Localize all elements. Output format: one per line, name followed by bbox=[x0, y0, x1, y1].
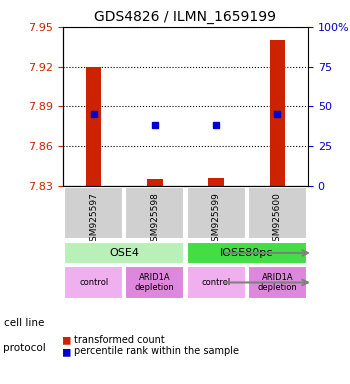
FancyBboxPatch shape bbox=[64, 242, 184, 264]
Text: GSM925599: GSM925599 bbox=[212, 192, 220, 247]
FancyBboxPatch shape bbox=[187, 187, 245, 239]
Text: transformed count: transformed count bbox=[74, 335, 164, 345]
FancyBboxPatch shape bbox=[248, 187, 307, 239]
Text: ■: ■ bbox=[63, 345, 70, 358]
FancyBboxPatch shape bbox=[187, 266, 245, 299]
Text: control: control bbox=[202, 278, 231, 287]
Bar bbox=[209, 178, 224, 186]
Text: GSM925600: GSM925600 bbox=[273, 192, 282, 247]
Text: GSM925598: GSM925598 bbox=[150, 192, 159, 247]
Text: protocol: protocol bbox=[4, 343, 46, 353]
Text: cell line: cell line bbox=[4, 318, 44, 328]
FancyBboxPatch shape bbox=[125, 187, 184, 239]
FancyBboxPatch shape bbox=[248, 266, 307, 299]
Text: OSE4: OSE4 bbox=[109, 248, 139, 258]
FancyBboxPatch shape bbox=[125, 266, 184, 299]
Bar bbox=[147, 179, 162, 186]
Text: IOSE80pc: IOSE80pc bbox=[220, 248, 273, 258]
Text: control: control bbox=[79, 278, 108, 287]
FancyBboxPatch shape bbox=[64, 187, 123, 239]
Text: percentile rank within the sample: percentile rank within the sample bbox=[74, 346, 238, 356]
Bar bbox=[86, 67, 101, 186]
Text: ARID1A
depletion: ARID1A depletion bbox=[135, 273, 175, 292]
FancyBboxPatch shape bbox=[187, 242, 307, 264]
Text: GSM925597: GSM925597 bbox=[89, 192, 98, 247]
FancyBboxPatch shape bbox=[64, 266, 123, 299]
Text: ■: ■ bbox=[63, 333, 70, 346]
Bar bbox=[270, 40, 285, 186]
Title: GDS4826 / ILMN_1659199: GDS4826 / ILMN_1659199 bbox=[94, 10, 276, 25]
Text: ARID1A
depletion: ARID1A depletion bbox=[258, 273, 297, 292]
